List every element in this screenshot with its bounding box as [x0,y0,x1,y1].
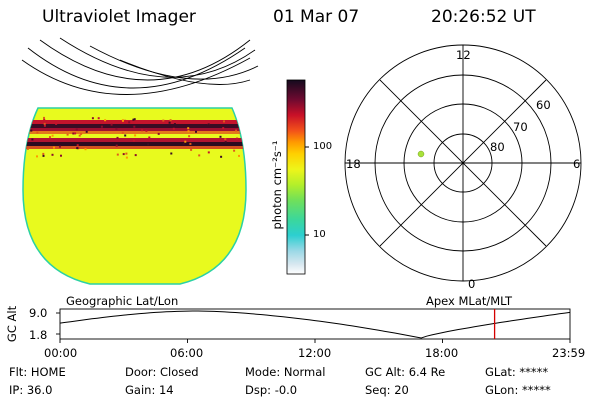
orbit-xtick-label: 00:00 [44,346,78,360]
mlt-label-12: 12 [456,48,471,62]
status-glat: GLat: ***** [485,365,549,379]
lat-label-60: 60 [536,98,551,112]
status-glon: GLon: ***** [485,383,551,397]
app-title: Ultraviolet Imager [42,7,196,27]
status-flt: Flt: HOME [9,365,66,379]
colorbar-tick-label: 100 [313,141,333,152]
lat-label-70: 70 [513,120,528,134]
orbit-xtick-label: 23:59 [552,346,586,360]
orbit-ytick-label: 1.8 [29,328,48,342]
colorbar [286,79,309,275]
spacecraft-footpoint-marker [417,150,425,158]
status-dsp: Dsp: -0.0 [245,383,298,397]
lat-label-80: 80 [490,140,505,154]
orbit-ytick-label: 9.0 [29,306,48,320]
uv-image [21,37,259,285]
orbit-altitude-plot [56,308,571,343]
status-mode: Mode: Normal [245,365,326,379]
status-gain: Gain: 14 [125,383,174,397]
status-gc-alt: GC Alt: 6.4 Re [365,365,446,379]
header-time: 20:26:52 UT [431,7,536,27]
mlt-label-0: 0 [468,277,476,291]
status-ip: IP: 36.0 [9,383,53,397]
mlt-label-6: 6 [573,157,581,171]
status-seq: Seq: 20 [365,383,409,397]
status-door: Door: Closed [125,365,199,379]
orbit-xtick-label: 12:00 [298,346,332,360]
orbit-xtick-label: 18:00 [425,346,459,360]
orbit-xtick-label: 06:00 [170,346,204,360]
colorbar-unit-label: photon cm⁻²s⁻¹ [270,140,284,230]
colorbar-tick-label: 10 [313,229,326,240]
header-date: 01 Mar 07 [273,7,360,27]
image-panel-label: Geographic Lat/Lon [66,294,179,308]
mlt-label-18: 18 [346,157,361,171]
polar-panel-label: Apex MLat/MLT [426,294,513,308]
orbit-ylabel: GC Alt [5,305,19,343]
polar-plot [344,44,582,282]
